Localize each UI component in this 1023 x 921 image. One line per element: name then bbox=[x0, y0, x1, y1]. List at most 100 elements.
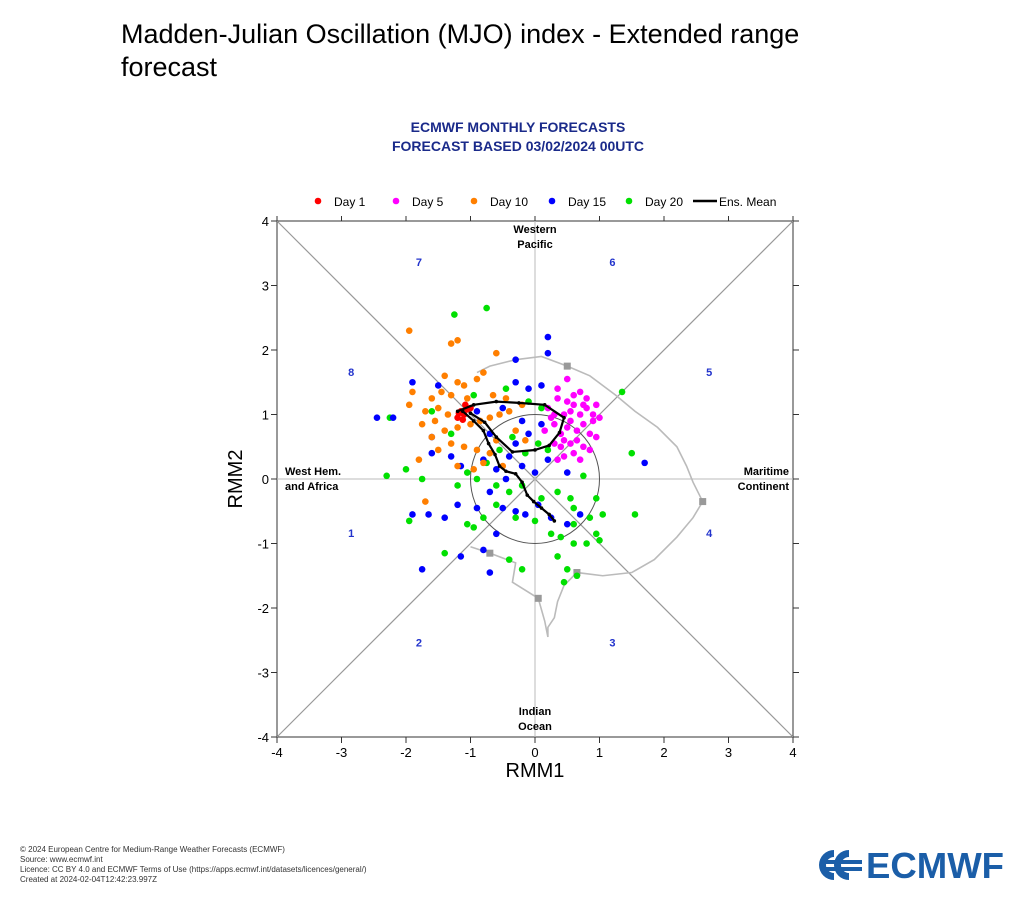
point-day-20 bbox=[463, 520, 471, 528]
legend-label-ens-mean: Ens. Mean bbox=[719, 195, 776, 209]
ens-mean-marker bbox=[455, 409, 460, 414]
point-day-5 bbox=[557, 443, 565, 451]
phase-number: 8 bbox=[348, 367, 354, 379]
point-day-5 bbox=[567, 417, 574, 425]
point-day-20 bbox=[383, 472, 390, 480]
point-day-15 bbox=[531, 469, 539, 476]
point-day-20 bbox=[483, 304, 490, 312]
point-day-5 bbox=[596, 414, 603, 422]
phase-number: 3 bbox=[609, 638, 615, 650]
point-day-5 bbox=[580, 443, 587, 451]
point-day-20 bbox=[518, 566, 526, 573]
point-day-15 bbox=[486, 488, 494, 496]
ens-mean-marker bbox=[486, 441, 491, 446]
point-day-20 bbox=[599, 511, 607, 518]
point-day-20 bbox=[505, 488, 513, 496]
point-day-10 bbox=[460, 443, 468, 451]
point-day-15 bbox=[641, 459, 648, 467]
region-label-western-pacific: Pacific bbox=[517, 239, 552, 251]
point-day-5 bbox=[580, 401, 587, 409]
ens-mean-marker bbox=[552, 519, 557, 523]
point-day-10 bbox=[422, 407, 429, 415]
point-day-5 bbox=[567, 407, 574, 415]
y-axis-label: RMM2 bbox=[225, 450, 247, 509]
point-day-15 bbox=[512, 507, 519, 515]
point-day-15 bbox=[418, 566, 426, 573]
point-day-20 bbox=[618, 388, 626, 396]
ens-mean-marker bbox=[494, 399, 499, 404]
point-day-15 bbox=[522, 511, 529, 518]
x-tick-label: 1 bbox=[596, 745, 603, 760]
y-tick-label: 0 bbox=[262, 472, 269, 487]
point-day-20 bbox=[451, 311, 458, 318]
point-day-15 bbox=[512, 378, 519, 386]
point-day-20 bbox=[505, 556, 513, 563]
x-axis-label: RMM1 bbox=[506, 760, 565, 782]
point-day-15 bbox=[544, 333, 552, 341]
chart-subtitle: FORECAST BASED 03/02/2024 00UTC bbox=[392, 138, 644, 154]
x-tick-label: -2 bbox=[400, 745, 412, 760]
point-day-5 bbox=[551, 420, 558, 428]
point-day-10 bbox=[489, 391, 497, 399]
point-day-10 bbox=[463, 395, 471, 402]
point-day-15 bbox=[473, 504, 481, 512]
point-day-5 bbox=[560, 437, 568, 444]
point-day-20 bbox=[502, 385, 510, 393]
footer-licence: Licence: CC BY 4.0 and ECMWF Terms of Us… bbox=[20, 865, 367, 874]
ens-mean-marker bbox=[539, 506, 544, 510]
point-day-5 bbox=[563, 398, 571, 405]
point-day-15 bbox=[538, 382, 545, 389]
legend-label-day-5: Day 5 bbox=[412, 195, 444, 209]
point-day-5 bbox=[554, 385, 561, 393]
point-day-15 bbox=[441, 514, 449, 521]
point-day-20 bbox=[447, 430, 455, 438]
point-day-15 bbox=[544, 456, 552, 463]
ens-mean-marker bbox=[531, 499, 536, 504]
y-tick-label: -4 bbox=[257, 730, 269, 745]
point-day-5 bbox=[589, 411, 597, 418]
history-marker bbox=[486, 549, 494, 557]
legend-label-day-1: Day 1 bbox=[334, 195, 366, 209]
unit-circle bbox=[470, 414, 600, 544]
region-label-maritime-continent: Maritime bbox=[744, 466, 789, 478]
point-day-20 bbox=[405, 517, 413, 525]
ens-mean-marker bbox=[482, 420, 487, 425]
point-day-15 bbox=[425, 511, 432, 518]
point-day-5 bbox=[573, 427, 581, 434]
point-day-10 bbox=[496, 411, 503, 418]
point-day-15 bbox=[447, 453, 455, 460]
ens-mean-marker bbox=[510, 450, 515, 454]
chart-legend: Day 1 Day 5 Day 10 Day 15 Day 20 Ens. Mean bbox=[314, 195, 776, 209]
ecmwf-logo[interactable]: ECMWF bbox=[818, 847, 1008, 883]
legend-label-day-20: Day 20 bbox=[645, 195, 683, 209]
point-day-10 bbox=[473, 446, 481, 454]
point-day-5 bbox=[563, 424, 571, 431]
x-tick-label: -1 bbox=[465, 745, 477, 760]
point-day-10 bbox=[418, 420, 426, 428]
point-day-15 bbox=[563, 469, 571, 476]
point-day-15 bbox=[525, 430, 532, 438]
point-day-5 bbox=[573, 437, 581, 444]
y-tick-label: 3 bbox=[262, 279, 269, 294]
point-day-15 bbox=[518, 462, 526, 470]
point-day-15 bbox=[576, 511, 584, 518]
ens-mean-marker bbox=[547, 443, 551, 448]
phase-number: 6 bbox=[609, 257, 615, 269]
point-day-10 bbox=[447, 391, 455, 399]
point-day-10 bbox=[470, 466, 478, 473]
point-day-15 bbox=[486, 569, 494, 576]
point-day-5 bbox=[554, 456, 561, 463]
point-day-5 bbox=[586, 430, 594, 438]
point-day-20 bbox=[463, 469, 471, 476]
point-day-15 bbox=[499, 404, 507, 412]
ens-mean-marker bbox=[493, 452, 497, 457]
mjo-phase-diagram: ECMWF MONTHLY FORECASTS FORECAST BASED 0… bbox=[225, 119, 799, 782]
region-label-west-hem-africa: West Hem. bbox=[285, 466, 341, 478]
ens-mean-marker bbox=[513, 472, 518, 476]
point-day-10 bbox=[454, 462, 461, 470]
point-day-20 bbox=[454, 482, 461, 489]
footer-source: Source: www.ecmwf.int bbox=[20, 855, 103, 864]
point-day-20 bbox=[570, 540, 577, 547]
point-day-5 bbox=[567, 440, 574, 447]
point-day-20 bbox=[512, 514, 519, 521]
